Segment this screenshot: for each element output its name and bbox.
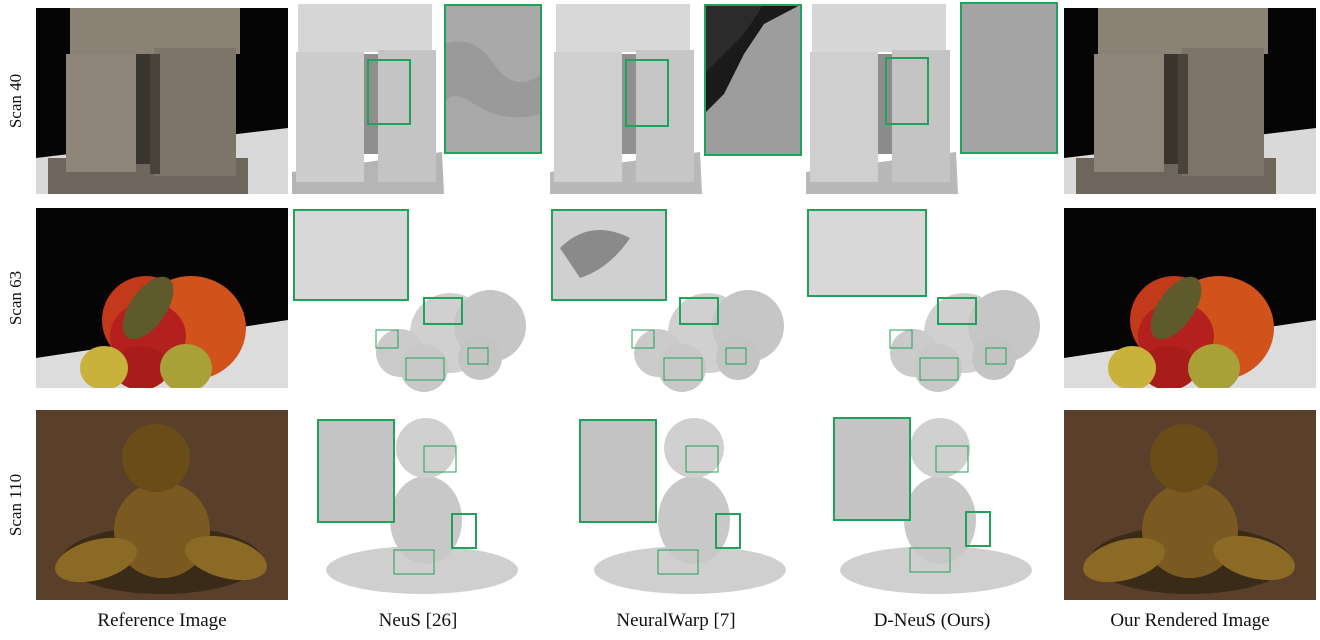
caption-rendered-image: Our Rendered Image [1110, 610, 1270, 631]
scan40-neus-mesh [292, 2, 444, 194]
scan110-rendered-image [1064, 410, 1316, 600]
scan63-rendered-image [1064, 208, 1316, 388]
row-label-scan-63: Scan 63 [6, 270, 26, 326]
caption-neus: NeuS [26] [378, 610, 458, 631]
scan40-rendered-image [1064, 8, 1316, 194]
scan40-neus-zoom [444, 4, 542, 154]
row-label-scan-110: Scan 110 [6, 473, 26, 537]
scan110-reference-image [36, 410, 288, 600]
scan40-neuralwarp-zoom [704, 4, 802, 156]
scan63-neus-mesh [292, 208, 544, 394]
scan110-neus-mesh [292, 410, 544, 600]
scan40-reference-image [36, 8, 288, 194]
scan40-dneus-mesh [806, 2, 958, 194]
scan63-neuralwarp-mesh [550, 208, 802, 394]
scan40-dneus-zoom [960, 2, 1058, 154]
scan63-dneus-mesh [806, 208, 1058, 394]
scan110-dneus-mesh [806, 410, 1058, 600]
caption-reference-image: Reference Image [97, 610, 227, 631]
scan40-neuralwarp-mesh [550, 2, 702, 194]
row-label-scan-40: Scan 40 [6, 73, 26, 129]
scan63-reference-image [36, 208, 288, 388]
caption-neuralwarp: NeuralWarp [7] [616, 610, 736, 631]
caption-dneus: D-NeuS (Ours) [873, 610, 991, 631]
scan110-neuralwarp-mesh [550, 410, 802, 600]
